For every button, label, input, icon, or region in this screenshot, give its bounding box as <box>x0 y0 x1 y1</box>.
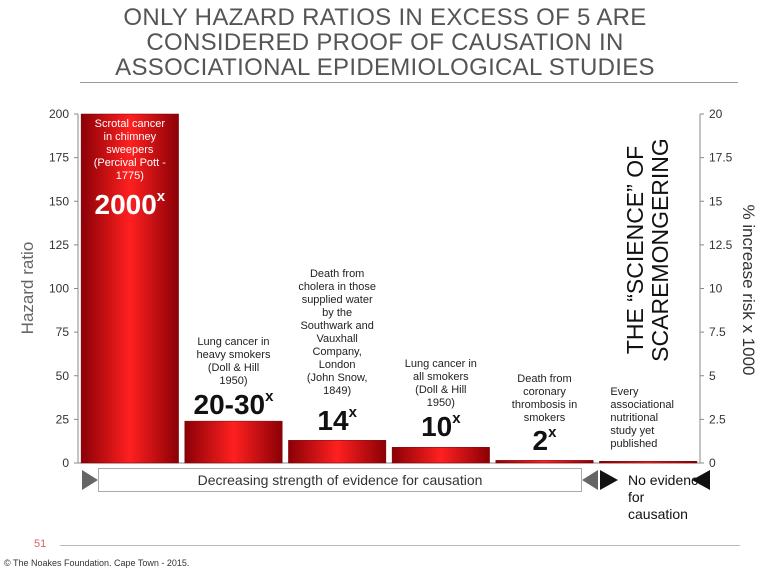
annotation-line: Every <box>610 386 639 398</box>
annotation-line: all smokers <box>413 371 469 383</box>
annotation-line: supplied water <box>301 294 373 306</box>
y-axis-label-left: Hazard ratio <box>18 241 37 335</box>
annotation-line: Scrotal cancer <box>94 118 165 130</box>
bar-annotation: Every associational nutritional study yet pu… <box>610 386 706 451</box>
bar <box>288 440 387 464</box>
data-label-value: 14 <box>317 405 349 436</box>
y-tick-label-left: 100 <box>49 282 69 296</box>
bar-data-label: 2x <box>533 424 557 457</box>
annotation-line: cholera in those <box>298 281 376 293</box>
y-tick-label-right: 2.5 <box>709 412 726 426</box>
data-label-suffix: x <box>265 388 274 405</box>
y-tick-label-right: 7.5 <box>709 325 726 339</box>
data-label-suffix: x <box>348 404 357 421</box>
y-tick-label-right: 0 <box>709 456 716 470</box>
annotation-line: Death from <box>517 373 572 385</box>
y-tick-label-left: 50 <box>56 369 70 383</box>
data-label-value: 2 <box>532 425 549 456</box>
bar <box>184 420 283 464</box>
annotation-line: in chimney <box>103 131 157 143</box>
annotation-line: 1950) <box>219 375 248 387</box>
y-tick-label-right: 12.5 <box>709 238 733 252</box>
no-evidence-label: No evidence for causation <box>628 472 706 522</box>
data-label-suffix: x <box>452 410 461 427</box>
annotation-line: (Doll & Hill <box>415 384 467 396</box>
annotation-line: Southwark and <box>300 320 374 332</box>
annotation-line: sweepers <box>106 144 154 156</box>
annotation-line: Company, <box>312 346 362 358</box>
annotation-line: associational <box>610 399 674 411</box>
arrow-right-gray-icon <box>82 470 98 490</box>
y-tick-label-left: 175 <box>49 151 69 165</box>
y-tick-label-right: 5 <box>709 369 716 383</box>
bar-data-label: 20-30x <box>194 388 274 421</box>
annotation-line: published <box>610 438 658 450</box>
slide-number: 51 <box>34 538 47 550</box>
y-tick-label-right: 15 <box>709 194 723 208</box>
annotation-line: nutritional <box>610 412 659 424</box>
bar-annotation: Scrotal cancer in chimney sweepers (Perciva… <box>82 118 178 183</box>
annotation-line: thrombosis in <box>511 399 578 411</box>
annotation-line: (John Snow, <box>306 372 368 384</box>
y-tick-label-left: 125 <box>49 238 69 252</box>
annotation-line: Vauxhall <box>316 333 358 345</box>
arrow-right-black-icon <box>600 470 618 490</box>
arrow-left-gray-icon <box>582 470 598 490</box>
scaremongering-label: THE “SCIENCE” OF SCAREMONGERING <box>622 138 673 362</box>
y-tick-label-left: 200 <box>49 107 69 121</box>
data-label-suffix: x <box>156 188 166 205</box>
bar <box>391 447 490 464</box>
data-label-value: 20-30 <box>193 389 266 420</box>
y-tick-label-left: 0 <box>62 456 69 470</box>
data-label-value: 10 <box>421 411 453 442</box>
annotation-line: Lung cancer in <box>197 336 270 348</box>
bar <box>495 460 594 464</box>
title-divider <box>80 82 738 83</box>
y-tick-label-left: 75 <box>56 325 70 339</box>
bar-annotation: Lung cancer in heavy smokers (Doll & Hill 1… <box>186 336 282 388</box>
annotation-line: (Doll & Hill <box>207 362 260 374</box>
slide-title: ONLY HAZARD RATIOS IN EXCESS OF 5 ARE CO… <box>115 4 655 81</box>
y-tick-label-left: 25 <box>56 412 70 426</box>
annotation-line: study yet <box>610 425 655 437</box>
data-label-suffix: x <box>548 424 557 441</box>
bar-annotation: Death from cholera in those supplied water… <box>289 268 385 398</box>
annotation-line: coronary <box>523 386 566 398</box>
bar-data-label: 2000x <box>95 188 166 221</box>
annotation-line: 1950) <box>426 397 455 409</box>
annotation-line: heavy smokers <box>196 349 271 361</box>
copyright-notice: © The Noakes Foundation. Cape Town - 201… <box>4 558 190 568</box>
annotation-line: London <box>318 359 356 371</box>
y-tick-label-right: 20 <box>709 107 723 121</box>
bar <box>80 113 179 464</box>
footer-divider <box>60 545 740 546</box>
y-tick-label-right: 10 <box>709 282 723 296</box>
y-tick-label-left: 150 <box>49 194 69 208</box>
annotation-line: 1849) <box>323 385 352 397</box>
y-axis-label-right: % increase risk x 1000 <box>739 204 758 376</box>
annotation-line: Lung cancer in <box>404 358 477 370</box>
bar-data-label: 10x <box>421 410 461 443</box>
bar-data-label: 14x <box>317 404 357 437</box>
bar <box>599 461 698 464</box>
data-label-value: 2000 <box>94 189 157 220</box>
y-tick-label-right: 17.5 <box>709 151 733 165</box>
annotation-line: Death from <box>309 268 365 280</box>
decreasing-evidence-label: Decreasing strength of evidence for caus… <box>98 468 582 492</box>
annotation-line: (Percival Pott - <box>93 157 166 169</box>
annotation-line: smokers <box>523 412 566 424</box>
annotation-line: by the <box>322 307 353 319</box>
bar-annotation: Death from coronary thrombosis in smokers <box>497 373 593 425</box>
bar-annotation: Lung cancer in all smokers (Doll & Hill 195… <box>393 358 489 410</box>
arrow-left-black-icon <box>692 470 710 490</box>
annotation-line: 1775) <box>115 170 144 182</box>
